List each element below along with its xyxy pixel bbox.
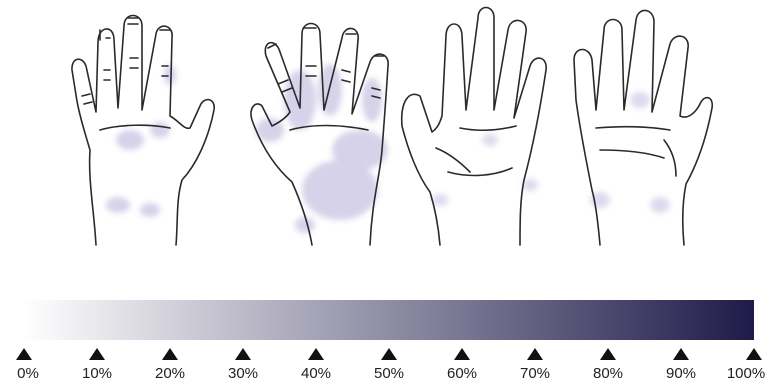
tick-label: 80% bbox=[592, 365, 624, 382]
tick-marker-icon bbox=[673, 348, 689, 360]
tick-marker-icon bbox=[89, 348, 105, 360]
tick-label: 20% bbox=[154, 365, 186, 382]
tick-marker-icon bbox=[381, 348, 397, 360]
tick-label: 60% bbox=[446, 365, 478, 382]
tick-label: 70% bbox=[519, 365, 551, 382]
tick-label: 50% bbox=[373, 365, 405, 382]
tick-marker-icon bbox=[454, 348, 470, 360]
tick-label: 40% bbox=[300, 365, 332, 382]
tick-marker-icon bbox=[600, 348, 616, 360]
hand-palm-right-icon bbox=[573, 9, 714, 246]
tick-label: 30% bbox=[227, 365, 259, 382]
tick-marker-icon bbox=[16, 348, 32, 360]
hands-illustration bbox=[71, 6, 714, 246]
tick-marker-icon bbox=[235, 348, 251, 360]
tick-marker-icon bbox=[746, 348, 762, 360]
intensity-scale-bar bbox=[24, 300, 754, 340]
tick-marker-icon bbox=[162, 348, 178, 360]
hand-back-right-icon bbox=[250, 22, 389, 246]
hand-palm-left-icon bbox=[400, 6, 547, 246]
hand-back-left-icon bbox=[71, 14, 215, 246]
tick-label: 10% bbox=[81, 365, 113, 382]
tick-marker-icon bbox=[308, 348, 324, 360]
tick-label: 100% bbox=[726, 365, 766, 382]
tick-label: 90% bbox=[665, 365, 697, 382]
tick-marker-icon bbox=[527, 348, 543, 360]
tick-label: 0% bbox=[17, 365, 39, 382]
